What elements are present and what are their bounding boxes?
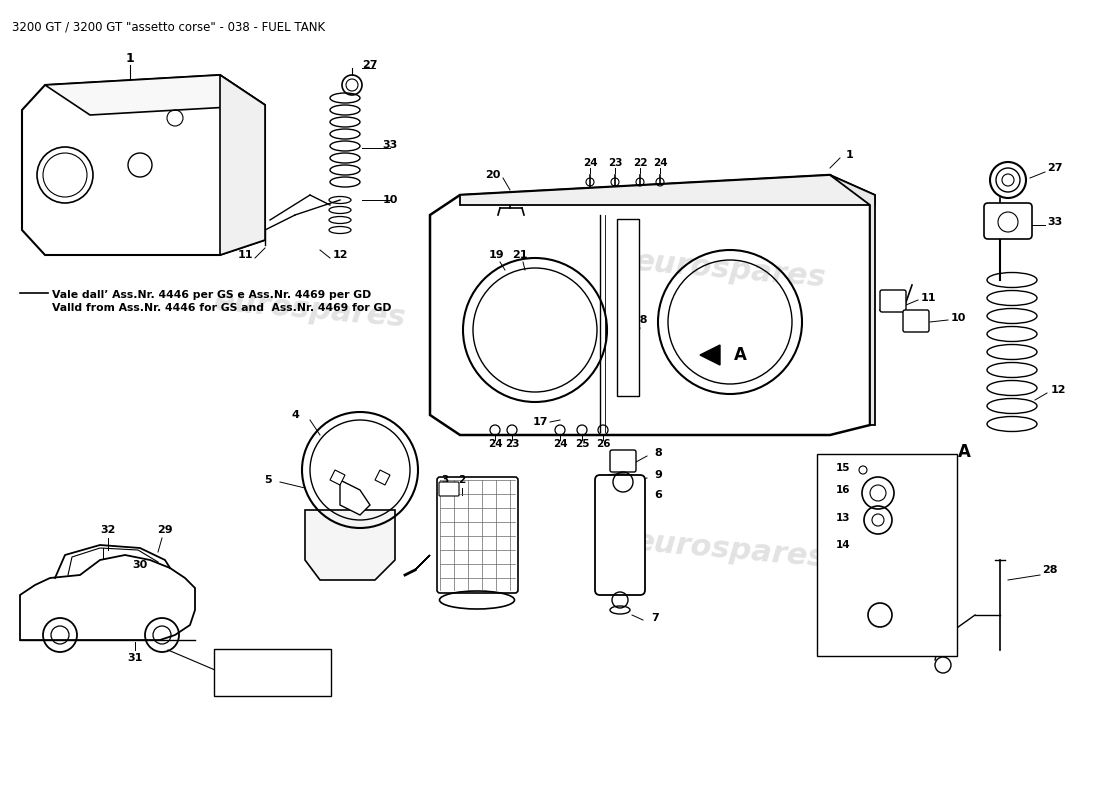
Polygon shape — [305, 510, 395, 580]
FancyBboxPatch shape — [595, 475, 645, 595]
Text: 12: 12 — [332, 250, 348, 260]
Text: 33: 33 — [1047, 217, 1063, 227]
Text: 27: 27 — [1047, 163, 1063, 173]
FancyBboxPatch shape — [817, 454, 957, 656]
Text: 11: 11 — [238, 250, 253, 260]
FancyBboxPatch shape — [617, 219, 639, 396]
Text: 5: 5 — [264, 475, 272, 485]
Text: 24: 24 — [487, 439, 503, 449]
Text: 10: 10 — [383, 195, 398, 205]
Text: 23: 23 — [505, 439, 519, 449]
Text: 1: 1 — [846, 150, 854, 160]
Polygon shape — [700, 345, 720, 365]
Polygon shape — [20, 555, 195, 640]
Text: 13: 13 — [836, 513, 850, 523]
Polygon shape — [22, 75, 265, 255]
Text: 29: 29 — [157, 525, 173, 535]
Ellipse shape — [600, 474, 640, 486]
Text: 3200 GT / 3200 GT "assetto corse" - 038 - FUEL TANK: 3200 GT / 3200 GT "assetto corse" - 038 … — [12, 20, 326, 33]
Polygon shape — [460, 175, 874, 205]
Polygon shape — [375, 470, 390, 485]
Text: 1: 1 — [125, 51, 134, 65]
FancyBboxPatch shape — [214, 649, 331, 696]
Text: 8: 8 — [654, 448, 662, 458]
Polygon shape — [45, 75, 265, 115]
Text: 17: 17 — [532, 417, 548, 427]
Polygon shape — [830, 175, 874, 425]
Text: Valld from Ass.Nr. 4446 for GS and  Ass.Nr. 4469 for GD: Valld from Ass.Nr. 4446 for GS and Ass.N… — [52, 303, 392, 313]
Text: 33: 33 — [383, 140, 397, 150]
Text: 30: 30 — [132, 560, 147, 570]
Text: 32: 32 — [100, 525, 116, 535]
Text: 9: 9 — [654, 470, 662, 480]
FancyBboxPatch shape — [903, 310, 929, 332]
FancyBboxPatch shape — [439, 482, 459, 496]
Text: 31: 31 — [128, 653, 143, 663]
Text: 22: 22 — [632, 158, 647, 168]
Text: 3: 3 — [441, 475, 449, 485]
Text: VEDI TAV. 101: VEDI TAV. 101 — [223, 663, 320, 677]
Text: 15: 15 — [836, 463, 850, 473]
Circle shape — [868, 603, 892, 627]
Text: A: A — [734, 346, 747, 364]
Text: 2: 2 — [459, 475, 465, 485]
Text: 23: 23 — [607, 158, 623, 168]
FancyBboxPatch shape — [610, 450, 636, 472]
Circle shape — [859, 466, 867, 474]
Text: 25: 25 — [574, 439, 590, 449]
Text: 27: 27 — [362, 60, 377, 70]
Text: 12: 12 — [1050, 385, 1066, 395]
Text: eurospares: eurospares — [212, 287, 407, 333]
Text: 11: 11 — [921, 293, 936, 303]
Text: 19: 19 — [490, 250, 505, 260]
Text: 4: 4 — [292, 410, 299, 420]
Text: eurospares: eurospares — [632, 527, 827, 573]
Text: 24: 24 — [583, 158, 597, 168]
Text: SEE DRAW. 101: SEE DRAW. 101 — [218, 678, 326, 691]
Text: eurospares: eurospares — [632, 247, 827, 293]
Text: 21: 21 — [513, 250, 528, 260]
Text: 6: 6 — [654, 490, 662, 500]
Polygon shape — [340, 480, 370, 515]
Text: 24: 24 — [652, 158, 668, 168]
Text: 24: 24 — [552, 439, 568, 449]
Text: 26: 26 — [596, 439, 611, 449]
Text: 16: 16 — [836, 485, 850, 495]
FancyBboxPatch shape — [880, 290, 906, 312]
Text: 7: 7 — [651, 613, 659, 623]
Text: Vale dall’ Ass.Nr. 4446 per GS e Ass.Nr. 4469 per GD: Vale dall’ Ass.Nr. 4446 per GS e Ass.Nr.… — [52, 290, 372, 300]
Polygon shape — [220, 75, 265, 255]
Text: 18: 18 — [632, 315, 648, 325]
FancyBboxPatch shape — [984, 203, 1032, 239]
Text: 14: 14 — [836, 540, 850, 550]
Text: 20: 20 — [485, 170, 501, 180]
Text: A: A — [958, 443, 971, 461]
Text: 10: 10 — [950, 313, 966, 323]
Text: 28: 28 — [1043, 565, 1058, 575]
Polygon shape — [330, 470, 345, 485]
Polygon shape — [415, 555, 430, 570]
Polygon shape — [430, 175, 870, 435]
